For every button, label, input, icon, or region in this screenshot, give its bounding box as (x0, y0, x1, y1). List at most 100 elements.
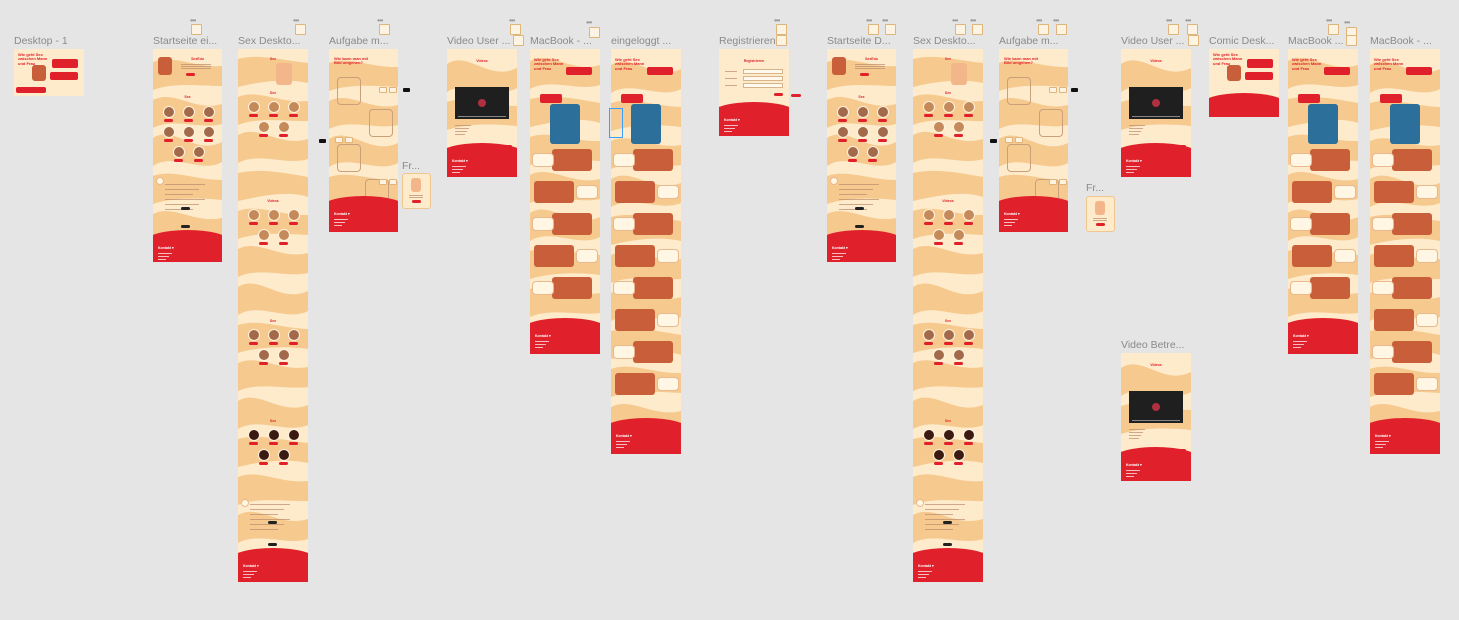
topic-avatar[interactable] (953, 121, 965, 133)
topic-avatar[interactable] (923, 209, 935, 221)
more-button[interactable] (268, 521, 277, 524)
page-thumbnail-icon[interactable] (885, 24, 896, 35)
start-button[interactable] (186, 73, 195, 76)
topic-avatar[interactable] (923, 329, 935, 341)
footer-link[interactable] (535, 341, 549, 342)
topic-avatar[interactable] (268, 209, 280, 221)
frame-eingeloggt[interactable]: Wie geht Sex zwischen Mann und Frau Konta… (611, 49, 681, 454)
footer-link[interactable] (918, 574, 929, 575)
topic-avatar[interactable] (943, 209, 955, 221)
frame-video-user-1[interactable]: Videos Kontakt ▾ (447, 49, 517, 177)
footer-link[interactable] (334, 225, 342, 226)
topic-button[interactable] (279, 134, 288, 137)
progress-bar[interactable] (1132, 420, 1180, 421)
footer-link[interactable] (918, 571, 932, 572)
frame-more-dots[interactable]: ••• (952, 16, 958, 25)
topic-avatar[interactable] (943, 101, 955, 113)
progress-bar[interactable] (458, 116, 506, 117)
topic-button[interactable] (964, 222, 973, 225)
more-button[interactable] (181, 207, 190, 210)
nav-arrow-icon[interactable] (345, 137, 353, 143)
nav-arrow-icon[interactable] (1059, 179, 1067, 185)
frame-label[interactable]: Registrieren (719, 35, 776, 47)
topic-button[interactable] (269, 342, 278, 345)
frame-registrieren[interactable]: Registrieren Kontakt ▾ (719, 49, 789, 136)
topic-avatar[interactable] (837, 106, 849, 118)
topic-avatar[interactable] (933, 449, 945, 461)
topic-avatar[interactable] (923, 429, 935, 441)
topic-avatar[interactable] (278, 349, 290, 361)
frame-macbook-3[interactable]: Wie geht Sex zwischen Mann und Frau Konta… (1370, 49, 1440, 454)
frame-label[interactable]: Startseite D... (827, 35, 891, 47)
footer-link[interactable] (1375, 447, 1383, 448)
topic-button[interactable] (184, 119, 193, 122)
footer-link[interactable] (158, 256, 169, 257)
frame-more-dots[interactable]: ••• (774, 16, 780, 25)
footer-link[interactable] (535, 347, 543, 348)
topic-button[interactable] (289, 114, 298, 117)
topic-button[interactable] (934, 134, 943, 137)
frame-more-dots[interactable]: ••• (970, 16, 976, 25)
footer-contact-label[interactable]: Kontakt ▾ (1293, 334, 1309, 338)
video-player[interactable] (1129, 87, 1183, 119)
nav-arrow-icon[interactable] (1015, 137, 1023, 143)
topic-button[interactable] (279, 242, 288, 245)
topic-avatar[interactable] (963, 209, 975, 221)
frame-label[interactable]: Video Betre... (1121, 339, 1185, 351)
footer-link[interactable] (1375, 444, 1386, 445)
topic-button[interactable] (204, 119, 213, 122)
frame-more-dots[interactable]: ••• (1185, 16, 1191, 25)
topic-avatar[interactable] (953, 229, 965, 241)
footer-link[interactable] (1293, 341, 1307, 342)
topic-avatar[interactable] (248, 209, 260, 221)
topic-button[interactable] (954, 362, 963, 365)
topic-avatar[interactable] (183, 106, 195, 118)
frame-more-dots[interactable]: ••• (866, 16, 872, 25)
topic-avatar[interactable] (933, 121, 945, 133)
frame-fr-1[interactable] (402, 173, 431, 209)
footer-link[interactable] (452, 172, 460, 173)
footer-link[interactable] (1004, 222, 1015, 223)
footer-link[interactable] (832, 253, 846, 254)
footer-link[interactable] (158, 253, 172, 254)
footer-link[interactable] (616, 444, 627, 445)
footer-link[interactable] (1004, 225, 1012, 226)
topic-button[interactable] (924, 114, 933, 117)
footer-link[interactable] (616, 441, 630, 442)
footer-link[interactable] (1126, 172, 1134, 173)
form-input[interactable] (743, 69, 783, 74)
frame-more-dots[interactable]: ••• (882, 16, 888, 25)
frame-more-dots[interactable]: ••• (377, 16, 383, 25)
page-thumbnail-icon[interactable] (1346, 35, 1357, 46)
topic-avatar[interactable] (258, 449, 270, 461)
page-thumbnail-icon[interactable] (776, 35, 787, 46)
footer-contact-label[interactable]: Kontakt ▾ (832, 246, 848, 250)
topic-avatar[interactable] (203, 106, 215, 118)
page-thumbnail-icon[interactable] (1187, 24, 1198, 35)
frame-desktop-1[interactable]: Wie geht Sex zwischen Mann und Frau (14, 49, 84, 96)
topic-avatar[interactable] (963, 429, 975, 441)
page-thumbnail-icon[interactable] (868, 24, 879, 35)
footer-contact-label[interactable]: Kontakt ▾ (918, 564, 934, 568)
topic-avatar[interactable] (173, 146, 185, 158)
topic-button[interactable] (944, 114, 953, 117)
page-thumbnail-icon[interactable] (191, 24, 202, 35)
topic-button[interactable] (174, 159, 183, 162)
topic-button[interactable] (868, 159, 877, 162)
frame-label[interactable]: Comic Desk... (1209, 35, 1275, 47)
topic-button[interactable] (249, 442, 258, 445)
topic-avatar[interactable] (278, 449, 290, 461)
topic-button[interactable] (194, 159, 203, 162)
footer-link[interactable] (334, 219, 348, 220)
nav-arrow-icon[interactable] (379, 179, 387, 185)
topic-button[interactable] (279, 462, 288, 465)
topic-avatar[interactable] (248, 429, 260, 441)
start-button[interactable] (860, 73, 869, 76)
topic-avatar[interactable] (288, 429, 300, 441)
topic-button[interactable] (964, 442, 973, 445)
page-thumbnail-icon[interactable] (1056, 24, 1067, 35)
topic-avatar[interactable] (278, 229, 290, 241)
frame-more-dots[interactable]: ••• (1326, 16, 1332, 25)
topic-avatar[interactable] (953, 349, 965, 361)
frame-label[interactable]: Sex Deskto... (913, 35, 976, 47)
